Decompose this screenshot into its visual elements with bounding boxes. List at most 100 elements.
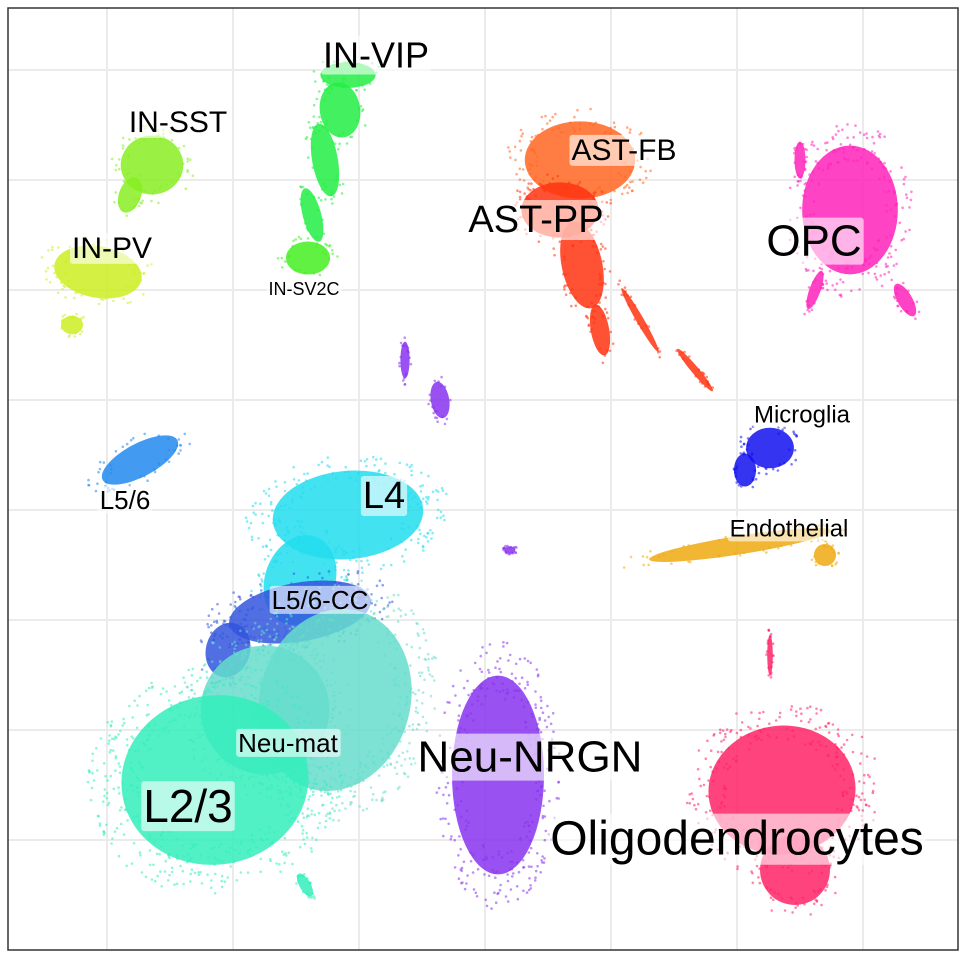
cluster-point — [213, 892, 217, 895]
cluster-point — [196, 679, 199, 683]
label-backing — [764, 217, 864, 265]
cluster-point — [218, 646, 222, 649]
cluster-point — [807, 720, 811, 724]
cluster-point — [324, 788, 327, 791]
cluster-point — [765, 864, 769, 868]
cluster-point — [613, 189, 616, 193]
cluster-point — [385, 615, 388, 619]
cluster-point — [109, 725, 113, 728]
label-backing — [269, 585, 371, 614]
cluster-point — [331, 707, 335, 711]
cluster-point — [137, 749, 140, 752]
cluster-point — [526, 700, 530, 704]
cluster-point — [135, 787, 139, 790]
cluster-point — [386, 605, 389, 609]
cluster-point — [595, 294, 598, 297]
cluster-point — [498, 888, 502, 892]
cluster-point — [61, 315, 64, 318]
cluster-point — [278, 863, 281, 866]
cluster-point — [432, 411, 436, 415]
cluster-point — [194, 712, 197, 715]
cluster-point — [707, 383, 710, 386]
cluster-point — [358, 622, 362, 625]
cluster-point — [334, 477, 338, 480]
cluster-point — [213, 634, 216, 638]
cluster-point — [179, 449, 182, 452]
cluster-point — [688, 802, 692, 805]
cluster-point — [403, 336, 407, 340]
cluster-point — [835, 762, 839, 766]
cluster-point — [340, 547, 344, 550]
cluster-point — [380, 798, 384, 802]
cluster-point — [904, 175, 907, 179]
cluster-point — [481, 843, 485, 847]
cluster-point — [314, 125, 317, 129]
cluster-point — [160, 185, 163, 188]
cluster-point — [399, 614, 403, 618]
cluster-point — [301, 832, 304, 835]
cluster-point — [398, 785, 401, 789]
cluster-point — [536, 673, 540, 676]
cluster-point — [147, 686, 151, 690]
cluster-point — [521, 132, 524, 135]
cluster-point — [211, 641, 215, 645]
cluster-point — [386, 634, 389, 637]
cluster-point — [328, 465, 331, 469]
cluster-point — [600, 190, 604, 194]
cluster-point — [543, 857, 546, 860]
cluster-point — [617, 283, 620, 286]
cluster-point — [856, 149, 859, 152]
cluster-point — [826, 167, 830, 170]
cluster-point — [170, 719, 174, 723]
cluster-point — [408, 505, 412, 509]
cluster-point — [359, 104, 363, 108]
cluster-point — [625, 126, 629, 129]
cluster-point — [534, 194, 538, 197]
cluster-point — [509, 860, 512, 864]
cluster-point — [533, 151, 537, 155]
cluster-point — [213, 620, 216, 624]
label-backing — [466, 200, 606, 241]
cluster-point — [768, 735, 772, 739]
cluster-point — [848, 143, 852, 147]
cluster-point — [504, 895, 508, 898]
cluster-point — [280, 504, 283, 508]
cluster-point — [618, 279, 621, 283]
cluster-point — [520, 134, 523, 138]
cluster-point — [275, 522, 278, 526]
cluster-point — [834, 768, 837, 771]
cluster-point — [522, 825, 526, 828]
cluster-point — [879, 274, 882, 277]
cluster-point — [232, 705, 235, 708]
cluster-point — [902, 281, 905, 285]
cluster-point — [763, 727, 766, 731]
cluster-point — [508, 868, 512, 871]
cluster-point — [112, 299, 115, 303]
cluster-point — [260, 589, 263, 592]
cluster-point — [276, 257, 280, 260]
cluster-point — [505, 692, 509, 695]
cluster-point — [179, 444, 183, 447]
cluster-point — [472, 688, 476, 692]
cluster-point — [310, 895, 314, 899]
cluster-point — [346, 783, 350, 786]
cluster-blob — [285, 241, 331, 275]
cluster-point — [520, 698, 523, 702]
cluster-point — [612, 121, 616, 124]
cluster-point — [298, 845, 302, 849]
cluster-point — [421, 484, 425, 487]
cluster-point — [393, 633, 397, 636]
cluster-point — [509, 888, 513, 891]
cluster-point — [805, 155, 808, 159]
cluster-point — [254, 513, 257, 516]
cluster-point — [261, 512, 264, 516]
cluster-point — [159, 870, 162, 873]
cluster-point — [297, 785, 301, 788]
cluster-point — [883, 161, 886, 165]
cluster-point — [340, 781, 344, 784]
cluster-point — [563, 285, 566, 289]
cluster-point — [297, 669, 300, 672]
cluster-point — [417, 537, 420, 541]
cluster-point — [837, 129, 840, 133]
cluster-point — [367, 750, 371, 754]
